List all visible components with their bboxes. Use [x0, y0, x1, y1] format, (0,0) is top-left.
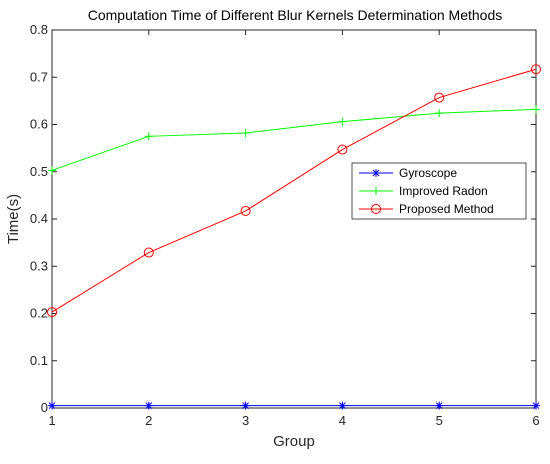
- tick-labels: 1 2 3 4 5 6 0 0.1 0.2 0.3 0.4 0.5 0.6 0.7 0.8: [30, 22, 540, 428]
- x-tick-label: 6: [532, 413, 539, 428]
- y-tick-label: 0: [41, 400, 48, 415]
- data-point-proposed-method: [531, 64, 541, 75]
- legend: Gyroscope Improved Radon Proposed Method: [351, 162, 527, 220]
- series-layer: [47, 64, 541, 410]
- data-point-proposed-method: [337, 144, 348, 155]
- y-tick-label: 0.3: [30, 258, 48, 273]
- data-point-gyroscope: [48, 401, 56, 410]
- data-point-improved-radon: [144, 132, 153, 141]
- x-tick-label: 4: [339, 413, 346, 428]
- data-point-gyroscope: [241, 401, 250, 410]
- data-point-improved-radon: [48, 166, 56, 175]
- y-tick-label: 0.2: [30, 306, 48, 321]
- legend-label-proposed-method: Proposed Method: [399, 202, 494, 216]
- data-point-gyroscope: [435, 401, 444, 410]
- data-point-proposed-method: [240, 205, 251, 216]
- y-tick-label: 0.8: [30, 22, 48, 37]
- y-tick-label: 0.5: [30, 164, 48, 179]
- y-tick-label: 0.6: [30, 117, 48, 132]
- legend-label-gyroscope: Gyroscope: [399, 166, 457, 180]
- y-tick-label: 0.7: [30, 69, 48, 84]
- y-axis-label: Time(s): [5, 194, 22, 244]
- data-point-gyroscope: [144, 401, 153, 410]
- x-tick-label: 1: [48, 413, 55, 428]
- x-tick-label: 2: [145, 413, 152, 428]
- legend-label-improved-radon: Improved Radon: [399, 184, 488, 198]
- data-point-proposed-method: [143, 247, 154, 258]
- data-point-improved-radon: [241, 129, 250, 138]
- legend-marker-improved-radon: [372, 187, 380, 195]
- data-point-proposed-method: [47, 307, 57, 318]
- x-tick-label: 5: [436, 413, 443, 428]
- x-axis-label: Group: [273, 433, 315, 450]
- y-tick-label: 0.1: [30, 353, 48, 368]
- data-point-improved-radon: [338, 117, 347, 126]
- data-point-proposed-method: [434, 92, 445, 103]
- y-tick-label: 0.4: [30, 211, 48, 226]
- data-point-gyroscope: [338, 401, 347, 410]
- series-line-proposed-method: [51, 68, 537, 313]
- legend-marker-proposed-method: [371, 204, 381, 214]
- legend-marker-gyroscope: [372, 169, 380, 177]
- data-point-improved-radon: [435, 109, 444, 118]
- chart-title: Computation Time of Different Blur Kerne…: [88, 7, 503, 23]
- data-point-gyroscope: [532, 401, 540, 410]
- data-point-improved-radon: [532, 105, 540, 114]
- series-line-improved-radon: [51, 108, 537, 171]
- x-tick-label: 3: [242, 413, 249, 428]
